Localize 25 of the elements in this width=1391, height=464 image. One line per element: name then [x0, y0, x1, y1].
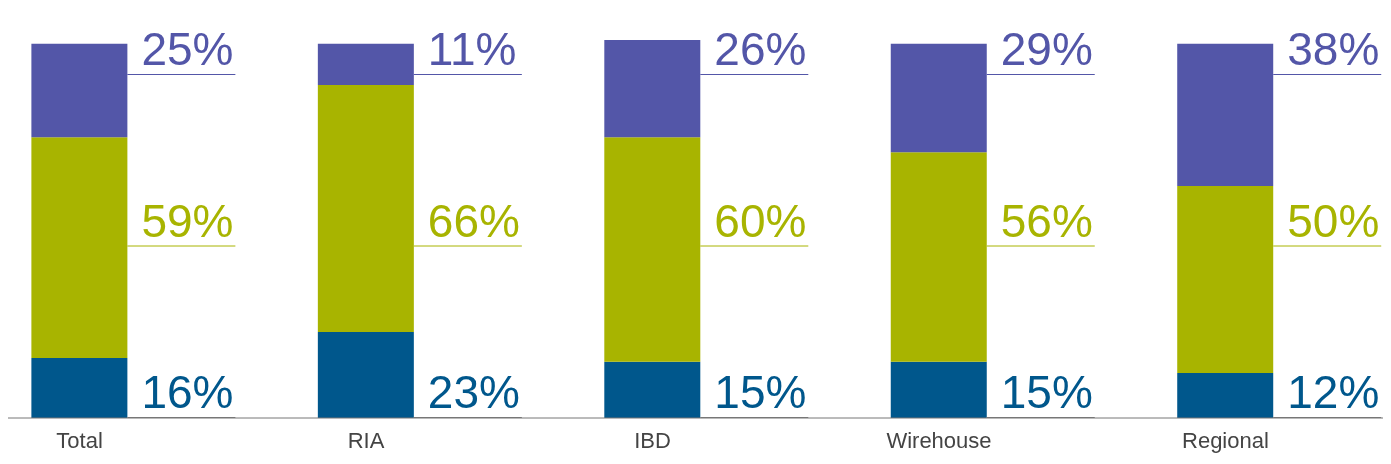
data-label: 26%: [714, 23, 807, 75]
data-label: 15%: [1000, 366, 1093, 418]
data-label: 15%: [714, 366, 807, 418]
data-label: 66%: [427, 194, 520, 247]
x-tick-label: Regional: [1182, 427, 1269, 453]
x-tick-label: RIA: [347, 427, 385, 453]
x-tick-label: IBD: [634, 427, 671, 453]
data-label: 12%: [1287, 366, 1380, 418]
bar: [31, 358, 128, 418]
x-tick-label: Total: [56, 427, 103, 453]
data-label: 38%: [1287, 23, 1380, 75]
data-label: 60%: [714, 194, 807, 247]
data-label: 16%: [141, 366, 234, 418]
x-tick-label: Wirehouse: [886, 427, 992, 453]
data-label: 29%: [1000, 23, 1093, 75]
data-label: 50%: [1287, 194, 1380, 247]
data-label: 23%: [427, 366, 520, 418]
bar: [890, 361, 987, 418]
data-label: 25%: [141, 23, 234, 75]
bar: [1177, 373, 1274, 418]
data-label: 59%: [141, 194, 234, 247]
data-label: 56%: [1000, 194, 1093, 247]
data-label: 11%: [427, 23, 517, 75]
bar: [604, 361, 701, 418]
bar: [317, 331, 414, 418]
